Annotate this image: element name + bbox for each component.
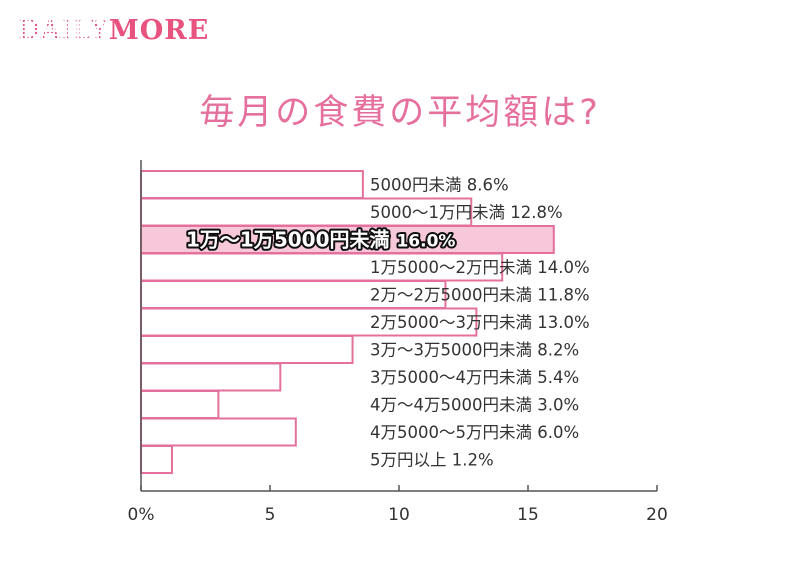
data-label: 5000円未満 8.6% <box>370 176 509 195</box>
category-label: 5万円以上 <box>370 451 452 470</box>
data-label: 2万〜2万5000円未満 11.8% <box>370 286 590 305</box>
data-label: 4万〜4万5000円未満 3.0% <box>370 396 579 415</box>
bar <box>140 445 173 474</box>
category-label: 5000〜1万円未満 <box>370 203 510 222</box>
value-label: 16.0% <box>396 232 455 252</box>
value-label: 12.8% <box>510 203 562 222</box>
value-label: 8.6% <box>467 176 509 195</box>
x-tick-label: 0% <box>128 505 155 525</box>
data-label: 3万〜3万5000円未満 8.2% <box>370 341 579 360</box>
category-label: 4万〜4万5000円未満 <box>370 396 537 415</box>
category-label: 2万〜2万5000円未満 <box>370 286 537 305</box>
value-label: 1.2% <box>452 451 494 470</box>
data-label: 1万〜1万5000円未満 16.0% <box>186 228 455 252</box>
data-label: 2万5000〜3万円未満 13.0% <box>370 313 590 332</box>
data-label: 5万円以上 1.2% <box>370 451 494 470</box>
category-label: 1万〜1万5000円未満 <box>186 228 396 252</box>
data-label: 4万5000〜5万円未満 6.0% <box>370 423 579 442</box>
logo-more-text: MORE <box>108 15 210 46</box>
category-label: 3万5000〜4万円未満 <box>370 368 537 387</box>
x-tick-label: 10 <box>388 505 410 525</box>
x-tick-label: 15 <box>517 505 539 525</box>
bar <box>140 362 282 392</box>
logo-daily-text: DAILY <box>18 15 109 46</box>
x-tick-label: 20 <box>646 505 668 525</box>
value-label: 6.0% <box>537 423 579 442</box>
value-label: 14.0% <box>537 258 589 277</box>
value-label: 3.0% <box>537 396 579 415</box>
data-label: 5000〜1万円未満 12.8% <box>370 203 563 222</box>
value-label: 11.8% <box>537 286 589 305</box>
value-label: 8.2% <box>537 341 579 360</box>
daily-more-logo: DAILYMORE <box>18 14 209 48</box>
bar <box>140 335 354 364</box>
data-label: 3万5000〜4万円未満 5.4% <box>370 368 579 387</box>
category-label: 5000円未満 <box>370 176 467 195</box>
category-label: 3万〜3万5000円未満 <box>370 341 537 360</box>
category-label: 2万5000〜3万円未満 <box>370 313 537 332</box>
value-label: 13.0% <box>537 313 589 332</box>
value-label: 5.4% <box>537 368 579 387</box>
bar <box>140 417 297 447</box>
category-label: 4万5000〜5万円未満 <box>370 423 537 442</box>
category-label: 1万5000〜2万円未満 <box>370 258 537 277</box>
data-label: 1万5000〜2万円未満 14.0% <box>370 258 590 277</box>
bar <box>140 390 220 419</box>
bar <box>140 170 364 199</box>
bar <box>140 197 473 227</box>
x-tick-label: 5 <box>265 505 276 525</box>
chart-title: 毎月の食費の平均額は? <box>199 93 601 133</box>
